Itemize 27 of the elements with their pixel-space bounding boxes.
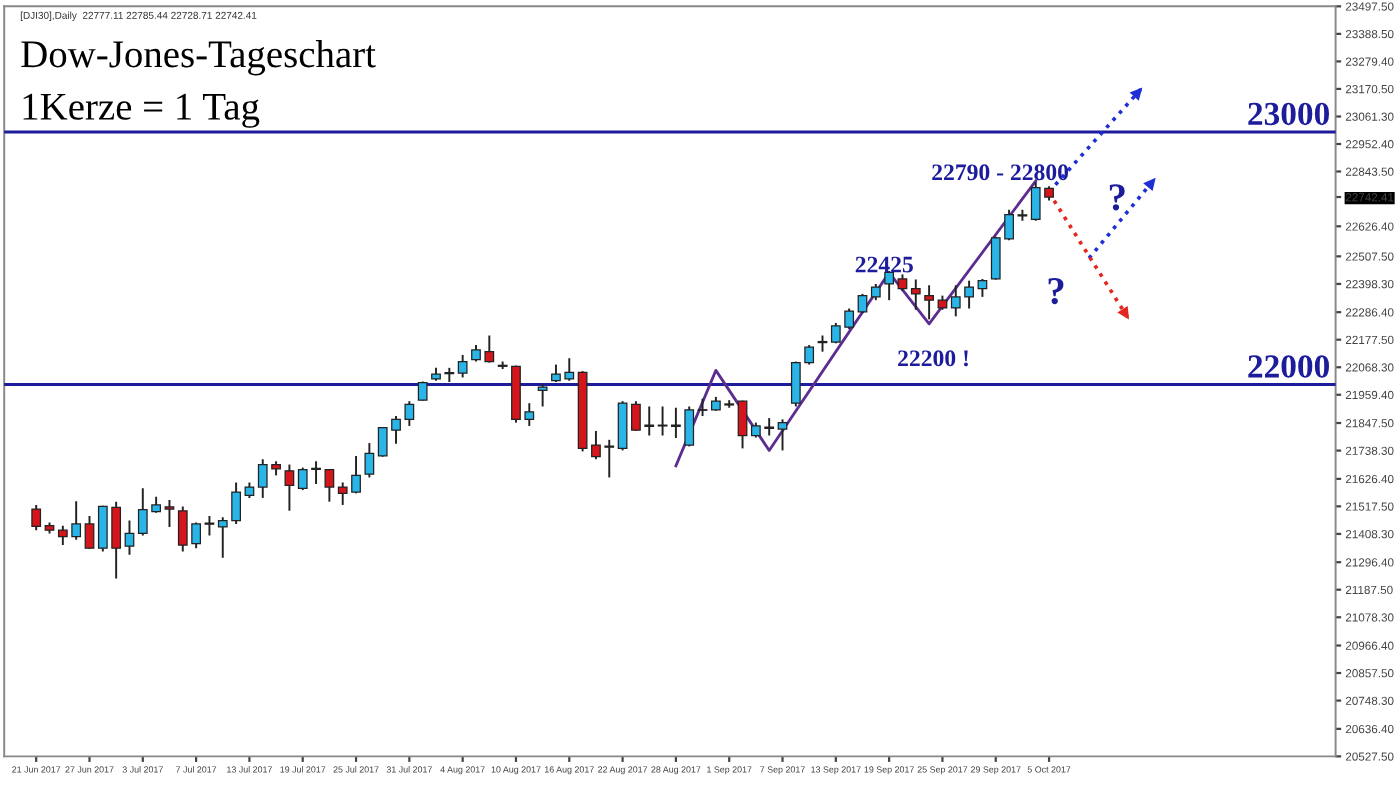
candlestick	[284, 463, 295, 512]
candlestick	[84, 515, 95, 550]
annotation: 22425	[855, 256, 913, 273]
annotation: 22790 - 22800	[932, 164, 1069, 181]
annotation: ?	[1109, 184, 1125, 211]
candlestick	[884, 270, 895, 302]
candlestick	[364, 442, 375, 479]
candlestick	[924, 284, 935, 321]
candlestick	[164, 498, 175, 528]
candlestick	[124, 519, 135, 556]
annotation: 22200 !	[898, 350, 968, 367]
candlestick	[31, 503, 42, 532]
candlestick	[910, 278, 921, 311]
candlestick	[657, 405, 668, 437]
ref-line-label: 22000	[1248, 355, 1329, 378]
ref-line-label: 23000	[1248, 102, 1329, 126]
text: Dow-Jones-Tageschart	[21, 40, 376, 76]
candlestick	[857, 292, 868, 315]
candlestick	[204, 515, 215, 537]
text: 1Kerze = 1 Tag	[23, 93, 260, 128]
annotation: ?	[1048, 277, 1064, 305]
candlestick	[537, 382, 548, 408]
candlestick	[737, 399, 748, 450]
candlestick	[457, 353, 468, 379]
candlestick	[777, 418, 788, 452]
line-series	[674, 179, 1038, 468]
candlestick	[417, 380, 428, 402]
